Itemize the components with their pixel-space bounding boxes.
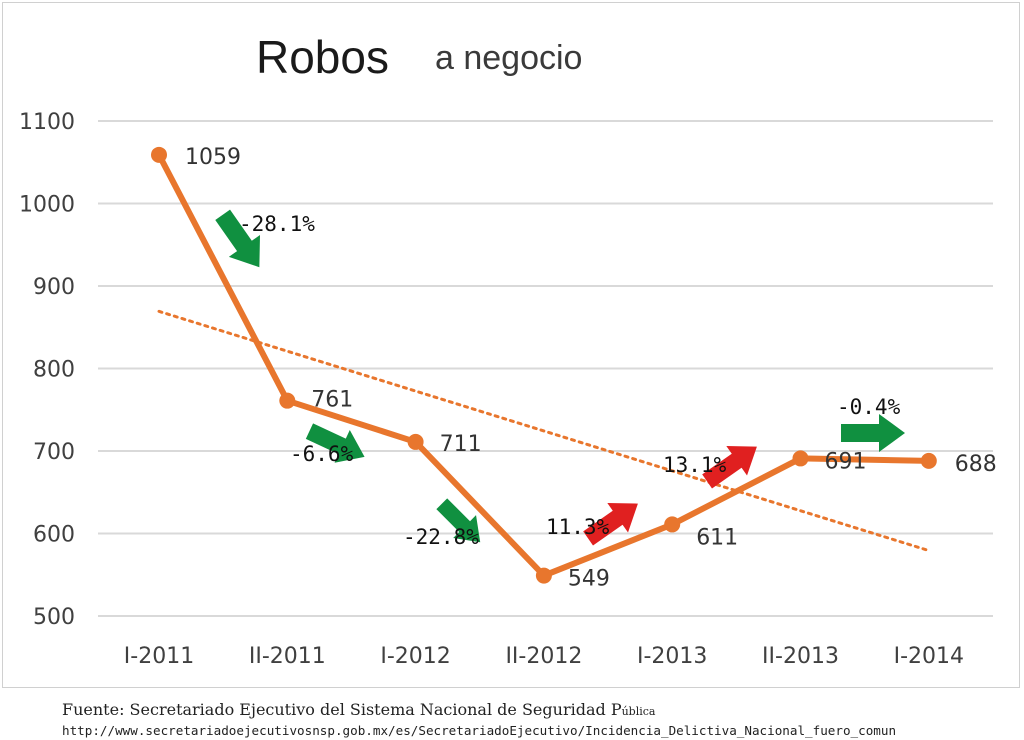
x-tick-II-2013: II-2013 — [762, 644, 839, 669]
data-label-II-2012: 549 — [568, 567, 610, 592]
data-point-II-2011 — [279, 392, 296, 409]
data-label-I-2013: 611 — [696, 525, 738, 550]
y-tick-600: 600 — [33, 523, 75, 548]
x-tick-I-2012: I-2012 — [380, 644, 450, 669]
source-url: http://www.secretariadoejecutivosnsp.gob… — [62, 723, 897, 738]
trendline — [157, 309, 931, 553]
data-point-I-2014 — [920, 452, 937, 469]
source-text: Fuente: Secretariado Ejecutivo del Siste… — [62, 700, 1017, 721]
change-arrow-4 — [583, 502, 638, 546]
percent-label-5: 13.1% — [663, 453, 727, 477]
x-tick-I-2011: I-2011 — [124, 644, 194, 669]
y-tick-900: 900 — [33, 275, 75, 300]
y-tick-800: 800 — [33, 358, 75, 383]
chart-title: Robos — [256, 31, 389, 83]
y-tick-1100: 1100 — [19, 110, 75, 135]
trendline-path — [157, 309, 931, 553]
data-label-I-2012: 711 — [440, 432, 482, 457]
chart-subtitle: a negocio — [435, 39, 582, 77]
percent-label-6: -0.4% — [837, 395, 901, 419]
data-point-I-2012 — [407, 433, 424, 450]
percent-label-1: -28.1% — [239, 212, 315, 236]
percent-label-4: 11.3% — [546, 515, 610, 539]
x-tick-II-2011: II-2011 — [249, 644, 326, 669]
data-label-I-2011: 1059 — [185, 145, 241, 170]
data-point-I-2011 — [151, 146, 167, 163]
data-labels: 1059 761 711 549 611 691 688 — [185, 145, 997, 592]
y-tick-1000: 1000 — [19, 193, 75, 218]
data-label-I-2014: 688 — [955, 452, 997, 477]
change-arrow-3 — [436, 498, 481, 543]
source-main: Fuente: Secretariado Ejecutivo del Siste… — [62, 700, 622, 719]
line-chart: Robos a negocio 50060070080090010001100 … — [19, 31, 997, 669]
y-axis-ticks: 500 600 700 800 900 1000 1100 — [19, 110, 75, 630]
chart-frame: Robos a negocio 500 600 700 800 900 1000 1100 … — [2, 2, 1020, 688]
change-arrows — [215, 209, 905, 546]
data-point-I-2013 — [664, 516, 681, 533]
percent-labels: -28.1% -6.6% -22.8% 11.3% 13.1% -0.4% — [239, 212, 901, 549]
source-small: ública — [621, 705, 656, 718]
data-label-II-2011: 761 — [311, 388, 353, 413]
y-tick-700: 700 — [33, 440, 75, 465]
data-point-II-2013 — [792, 450, 809, 467]
y-tick-500: 500 — [33, 605, 75, 630]
x-tick-II-2012: II-2012 — [505, 644, 582, 669]
x-tick-I-2014: I-2014 — [894, 644, 964, 669]
data-point-II-2012 — [535, 567, 552, 584]
x-axis-ticks: I-2011 II-2011 I-2012 II-2012 I-2013 II-2013 I… — [124, 644, 964, 669]
source-footer: Fuente: Secretariado Ejecutivo del Siste… — [62, 700, 1017, 740]
x-tick-I-2013: I-2013 — [637, 644, 707, 669]
percent-label-2: -6.6% — [290, 442, 354, 466]
data-label-II-2013: 691 — [825, 449, 867, 474]
data-points — [151, 146, 937, 584]
change-arrow-1 — [215, 209, 261, 268]
change-arrow-2 — [305, 423, 365, 463]
percent-label-3: -22.8% — [403, 525, 479, 549]
gridlines — [98, 120, 993, 617]
change-arrow-5 — [702, 445, 757, 489]
change-arrow-6 — [841, 414, 905, 452]
